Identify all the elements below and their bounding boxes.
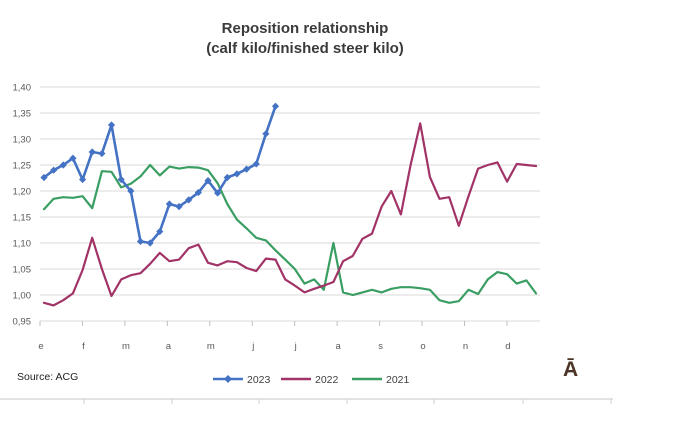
x-tick-label: m — [207, 341, 215, 352]
x-tick-label: j — [294, 341, 297, 352]
diamond-marker — [40, 173, 48, 182]
diamond-marker — [204, 177, 212, 185]
legend-item-2023: 2023 — [213, 374, 271, 386]
x-tick-label: e — [38, 341, 43, 352]
series-2022 — [42, 122, 538, 307]
x-tick-label: n — [463, 341, 468, 352]
diamond-marker — [127, 187, 135, 195]
diamond-marker — [107, 121, 116, 129]
diamond-marker — [271, 102, 280, 110]
diamond-marker — [88, 148, 96, 156]
diamond-marker — [262, 130, 270, 138]
diamond-marker — [98, 149, 106, 158]
diamond-marker — [50, 166, 58, 174]
diamond-marker — [59, 161, 67, 169]
y-tick-label: 1,00 — [13, 291, 32, 302]
legend-item-2022: 2022 — [281, 374, 339, 386]
x-tick-label: f — [82, 341, 85, 352]
diamond-marker — [136, 237, 145, 246]
diamond-marker — [233, 170, 241, 178]
gridlines — [40, 86, 540, 322]
chart-title-line1: Reposition relationship — [221, 20, 389, 37]
diamond-marker — [146, 239, 154, 247]
series-2023 — [40, 102, 280, 247]
y-tick-label: 1,20 — [13, 187, 32, 198]
diamond-marker — [165, 200, 174, 208]
diamond-marker — [252, 160, 260, 168]
x-tick-label: d — [505, 341, 510, 352]
diamond-marker — [69, 154, 77, 162]
chart-title: Reposition relationship (calf kilo/finis… — [5, 19, 605, 59]
x-tick-label: o — [420, 341, 425, 352]
y-tick-label: 1,35 — [13, 109, 32, 120]
diamond-marker — [175, 203, 183, 211]
y-tick-label: 1,40 — [13, 83, 32, 94]
diamond-marker — [223, 173, 231, 182]
y-tick-label: 1,05 — [13, 265, 32, 276]
diamond-marker — [78, 175, 87, 184]
legend-label: 2022 — [315, 374, 339, 386]
x-tick-label: m — [122, 341, 130, 352]
chart-title-line2: (calf kilo/finished steer kilo) — [206, 40, 404, 57]
bottom-divider — [0, 398, 613, 404]
diamond-marker — [194, 188, 202, 197]
source-label: Source: ACG — [17, 371, 79, 383]
x-tick-label: j — [251, 341, 254, 352]
y-tick-label: 1,15 — [13, 213, 32, 224]
series-line-2022 — [42, 122, 538, 307]
legend: 2023 2022 2021 — [213, 374, 410, 386]
diamond-marker — [242, 165, 251, 173]
x-tick-label: a — [166, 341, 172, 352]
y-axis-labels: 0,95 1,00 1,05 1,10 1,15 1,20 1,25 1,30 1,35 1,40 — [13, 83, 32, 328]
legend-item-2021: 2021 — [352, 374, 410, 386]
diamond-marker — [156, 227, 164, 236]
legend-label: 2021 — [386, 374, 410, 386]
x-tick-label: s — [378, 341, 383, 352]
y-tick-label: 0,95 — [13, 317, 32, 328]
diamond-marker — [214, 189, 222, 197]
x-tick-label: a — [336, 341, 342, 352]
watermark-letter: Ā — [563, 358, 579, 381]
y-tick-label: 1,25 — [13, 161, 32, 172]
y-tick-label: 1,30 — [13, 135, 32, 146]
diamond-marker — [117, 175, 125, 184]
diamond-marker — [185, 196, 193, 204]
series-markers-2023 — [40, 102, 280, 247]
y-tick-label: 1,10 — [13, 239, 32, 250]
legend-swatch-diamond — [224, 375, 232, 383]
legend-label: 2023 — [247, 374, 271, 386]
